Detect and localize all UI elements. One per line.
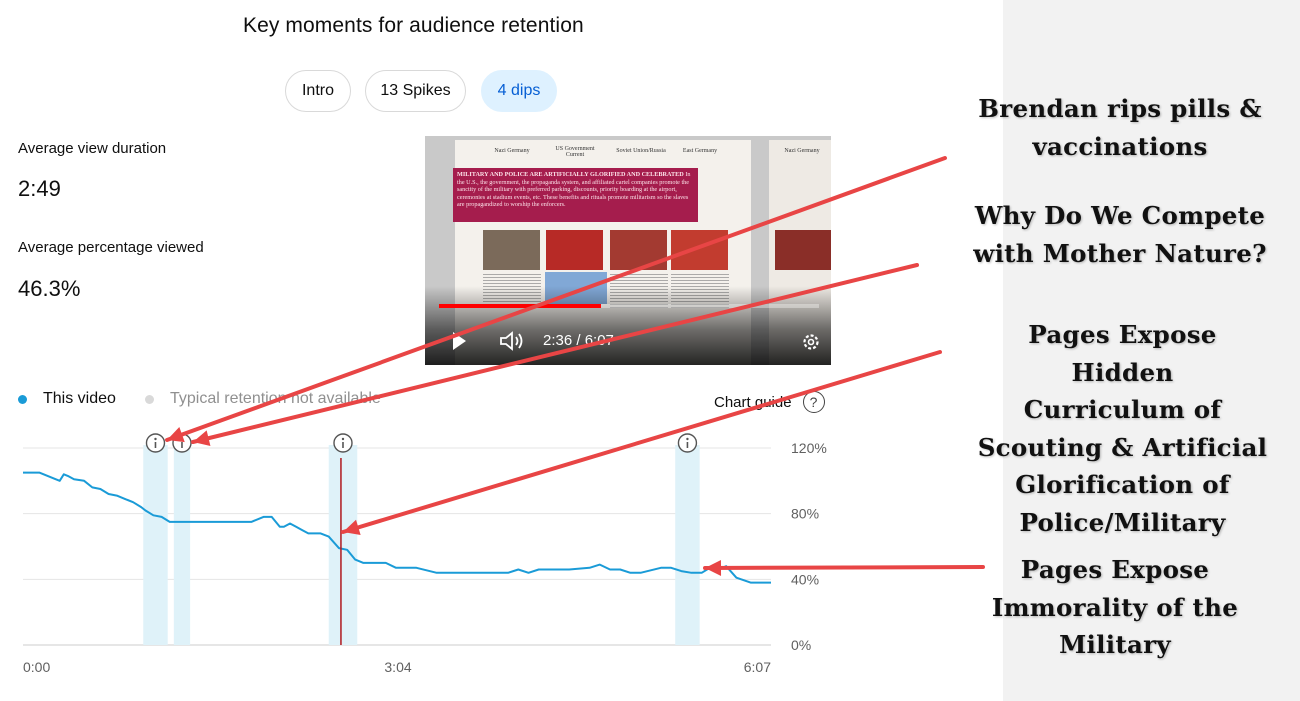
retention-chart: 120% 80% 40% 0% 0:00 3:04 6:07 — [23, 433, 827, 675]
annotation-4-line-3: Military — [1059, 630, 1171, 659]
settings-gear-icon[interactable] — [800, 331, 822, 353]
key-moment-info-icon-dot — [686, 437, 689, 441]
legend-typical-retention: Typical retention not available — [145, 390, 381, 408]
video-controls-gradient — [425, 286, 831, 365]
avg-percentage-viewed-label: Average percentage viewed — [18, 239, 204, 256]
video-header-nazi-germany: Nazi Germany — [494, 148, 530, 154]
video-time-display: 2:36 / 6:07 — [543, 332, 614, 349]
key-moment-band — [173, 445, 191, 645]
annotation-1-line-1: Brendan rips pills & — [978, 94, 1262, 123]
key-moment-info-icon-dot — [154, 437, 157, 441]
video-photo-1 — [483, 230, 540, 270]
annotation-3-line-5: Police/Military — [1019, 507, 1226, 537]
video-player[interactable]: Nazi Germany US Government Current Sovie… — [425, 136, 831, 365]
annotation-4-line-2: Immorality of the — [991, 592, 1239, 622]
annotation-3-line-1: Pages Expose Hidden — [1028, 320, 1217, 387]
key-moment-band — [328, 445, 358, 645]
annotation-2-line-2: with Mother Nature? — [973, 238, 1267, 268]
legend-this-video: This video — [18, 390, 116, 408]
retention-line-this-video — [23, 471, 771, 584]
video-progress-bar[interactable] — [439, 304, 819, 308]
video-header-nazi-germany-2: Nazi Germany — [784, 148, 820, 154]
legend-dot-typical — [145, 394, 154, 404]
legend-this-video-label: This video — [43, 390, 116, 407]
y-tick-label: 80% — [791, 506, 819, 522]
annotation-1: Brendan rips pills & vaccinations — [975, 90, 1265, 165]
key-moment-band — [143, 445, 168, 645]
key-moment-band — [675, 445, 700, 645]
help-icon[interactable]: ? — [802, 391, 825, 413]
page-title: Key moments for audience retention — [243, 14, 584, 37]
video-red-block-text: MILITARY AND POLICE ARE ARTIFICIALLY GLO… — [457, 171, 695, 209]
chart-guide-link[interactable]: Chart guide ? — [714, 391, 825, 413]
chip-spikes[interactable]: 13 Spikes — [365, 70, 466, 112]
annotation-2: Why Do We Compete with Mother Nature? — [965, 197, 1275, 272]
key-moment-info-icon-dot — [180, 437, 184, 441]
legend-typical-label: Typical retention not available — [170, 390, 381, 407]
video-photo-3 — [610, 230, 667, 270]
annotation-3-line-4: Glorification of — [1015, 470, 1230, 499]
volume-icon[interactable] — [499, 331, 525, 351]
annotation-1-line-2: vaccinations — [1032, 131, 1208, 161]
chip-intro[interactable]: Intro — [285, 70, 351, 112]
avg-view-duration-value: 2:49 — [18, 176, 61, 201]
video-header-us-government: US Government Current — [555, 146, 595, 158]
x-tick-label: 3:04 — [384, 659, 411, 675]
chip-dips[interactable]: 4 dips — [481, 70, 557, 112]
annotation-2-line-1: Why Do We Compete — [974, 201, 1266, 230]
y-tick-label: 120% — [791, 440, 827, 456]
video-progress-fill — [439, 304, 601, 308]
avg-view-duration-label: Average view duration — [18, 140, 167, 157]
legend-dot-this-video — [18, 394, 27, 404]
annotation-3-line-2: Curriculum of — [1023, 395, 1222, 424]
video-photo-2 — [546, 230, 603, 270]
video-header-soviet-union: Soviet Union/Russia — [616, 148, 666, 154]
x-tick-label: 0:00 — [23, 659, 50, 675]
annotation-4: Pages Expose Immorality of the Military — [975, 551, 1255, 664]
x-tick-label: 6:07 — [744, 659, 771, 675]
y-tick-label: 0% — [791, 637, 811, 653]
avg-percentage-viewed-value: 46.3% — [18, 276, 81, 301]
annotation-3-line-3: Scouting & Artificial — [977, 432, 1268, 462]
video-photo-5 — [775, 230, 831, 270]
video-heading-text: MILITARY AND POLICE ARE ARTIFICIALLY GLO… — [457, 171, 684, 178]
annotation-panel-background — [1003, 0, 1300, 701]
key-moment-info-icon-dot — [341, 437, 345, 441]
annotation-4-line-1: Pages Expose — [1020, 555, 1210, 584]
annotation-3: Pages Expose Hidden Curriculum of Scouti… — [975, 316, 1270, 541]
y-tick-label: 40% — [791, 571, 819, 587]
video-photo-4 — [671, 230, 728, 270]
video-header-east-germany: East Germany — [682, 148, 718, 154]
play-icon[interactable] — [451, 331, 467, 351]
chart-guide-label[interactable]: Chart guide — [714, 393, 792, 411]
